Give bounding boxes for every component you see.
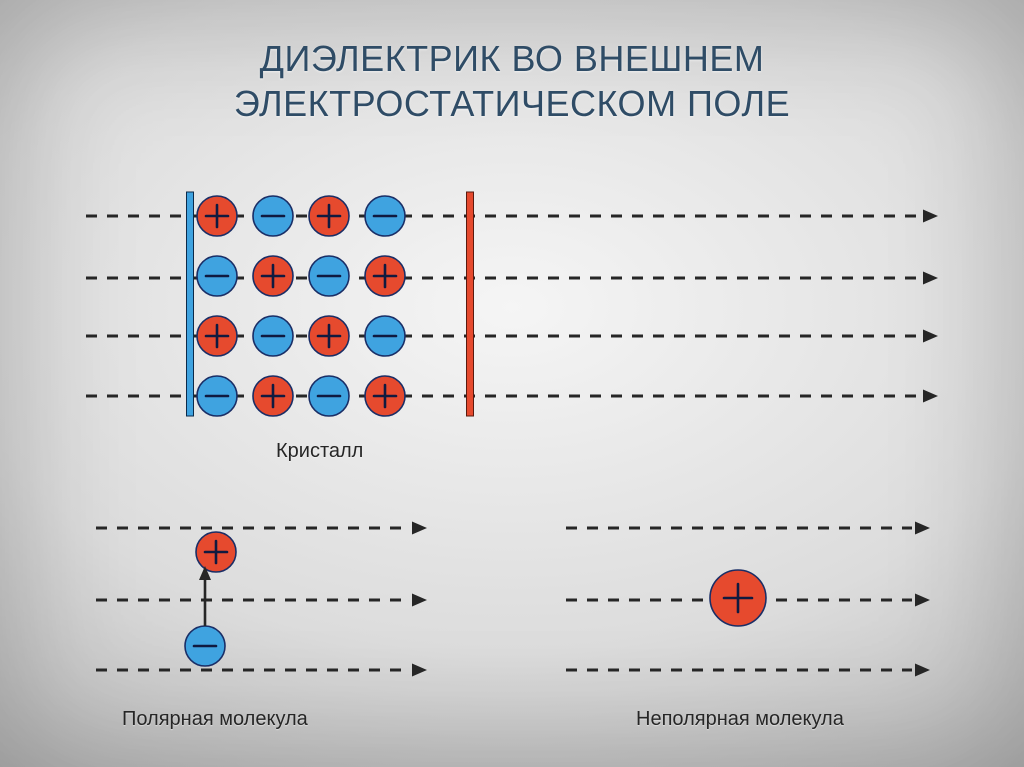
negative-charge	[365, 196, 405, 236]
negative-charge	[309, 376, 349, 416]
positive-charge	[253, 376, 293, 416]
nonpolar-label: Неполярная молекула	[636, 708, 844, 731]
positive-charge	[253, 256, 293, 296]
nonpolar-atom	[710, 570, 766, 626]
crystal-bar-blue	[187, 192, 194, 416]
negative-charge	[253, 316, 293, 356]
field-line	[96, 664, 427, 677]
field-line	[566, 522, 930, 535]
field-line	[96, 594, 427, 607]
crystal-bar-red	[467, 192, 474, 416]
positive-charge	[309, 316, 349, 356]
positive-charge	[365, 256, 405, 296]
polar-label: Полярная молекула	[122, 708, 308, 731]
negative-charge	[185, 626, 225, 666]
negative-charge	[253, 196, 293, 236]
negative-charge	[309, 256, 349, 296]
field-line	[566, 664, 930, 677]
positive-charge	[196, 532, 236, 572]
diagram-stage	[0, 0, 1024, 767]
negative-charge	[197, 256, 237, 296]
field-line	[96, 522, 427, 535]
positive-charge	[365, 376, 405, 416]
negative-charge	[365, 316, 405, 356]
positive-charge	[197, 316, 237, 356]
positive-charge	[309, 196, 349, 236]
positive-charge	[197, 196, 237, 236]
crystal-label: Кристалл	[276, 440, 363, 463]
negative-charge	[197, 376, 237, 416]
